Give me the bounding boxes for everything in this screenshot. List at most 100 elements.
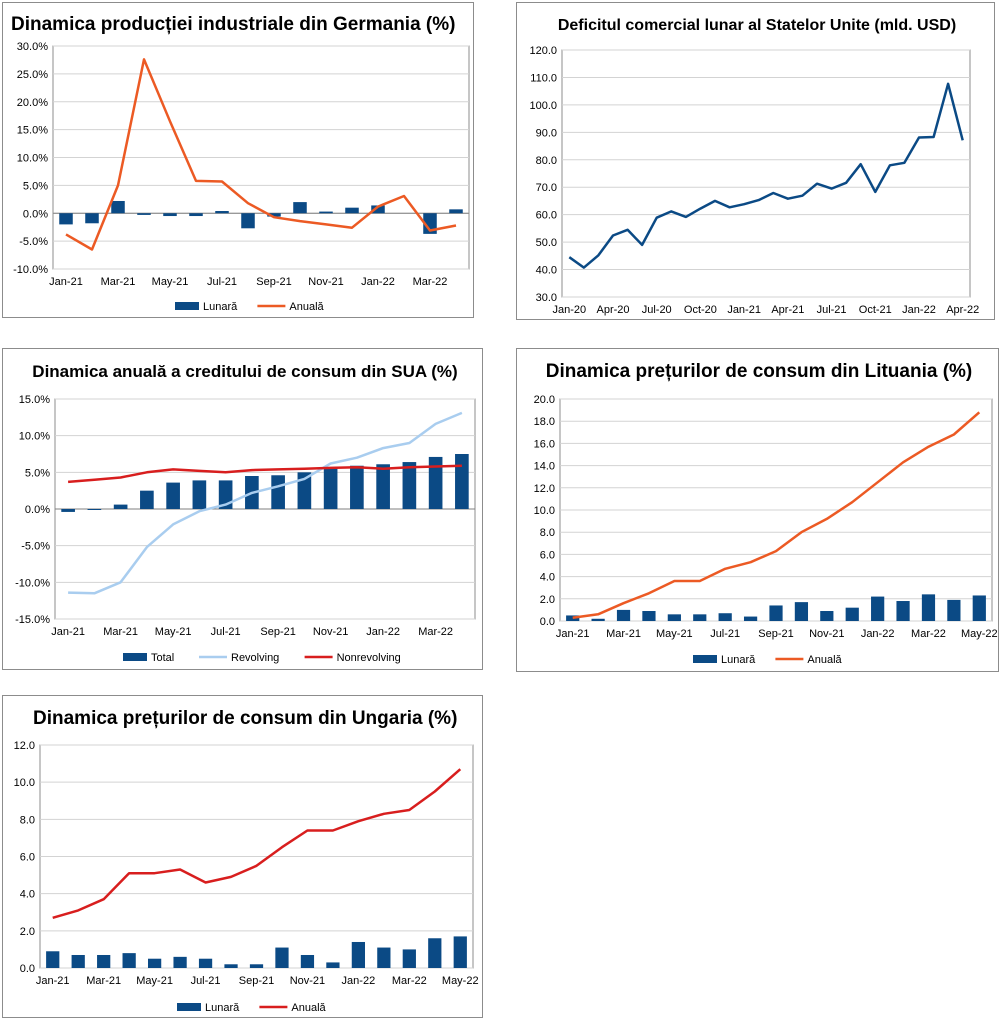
chart-germany: Dinamica producției industriale din Germ… xyxy=(11,14,470,313)
bar-lunară xyxy=(794,602,809,621)
y-tick-label: -10.0% xyxy=(13,264,48,276)
y-tick-label: 10.0% xyxy=(17,153,48,165)
bar-lunară xyxy=(46,951,60,968)
bar-lunară xyxy=(215,211,229,214)
bar-lunară xyxy=(137,213,151,215)
bar-total xyxy=(402,462,417,509)
legend-swatch-bar xyxy=(123,653,147,661)
chart-panel-lithuania: Dinamica prețurilor de consum din Lituan… xyxy=(516,348,999,672)
bar-lunară xyxy=(224,964,238,968)
line-anuală xyxy=(65,58,457,251)
y-tick-label: 0.0 xyxy=(540,616,555,628)
chart-hungary-cpi: Dinamica prețurilor de consum din Ungari… xyxy=(14,708,479,1014)
legend-label: Nonrevolving xyxy=(337,652,401,664)
y-tick-label: 40.0 xyxy=(536,265,557,277)
legend-label: Anuală xyxy=(807,654,842,666)
y-tick-label: -5.0% xyxy=(19,236,48,248)
x-tick-label: Sep-21 xyxy=(260,626,295,638)
bar-lunară xyxy=(85,213,99,224)
bar-lunară xyxy=(947,599,961,621)
x-tick-label: Jan-21 xyxy=(727,304,761,316)
x-tick-label: Mar-22 xyxy=(392,975,427,987)
line-anuală xyxy=(572,411,981,619)
bar-lunară xyxy=(97,954,111,968)
x-tick-label: Apr-21 xyxy=(771,304,804,316)
x-tick-label: Jul-21 xyxy=(207,276,237,288)
x-tick-label: Nov-21 xyxy=(313,626,348,638)
chart-usa-consumer-credit: Dinamica anuală a creditului de consum d… xyxy=(15,362,476,664)
y-tick-label: 110.0 xyxy=(530,72,557,84)
y-tick-label: 8.0 xyxy=(20,814,35,826)
x-tick-label: Jul-21 xyxy=(710,628,740,640)
x-tick-label: Jul-21 xyxy=(211,626,241,638)
x-tick-label: Jan-21 xyxy=(49,276,83,288)
bar-lunară xyxy=(845,607,859,621)
bar-total xyxy=(323,467,338,509)
bar-lunară xyxy=(71,954,85,968)
x-tick-label: Mar-21 xyxy=(103,626,138,638)
legend-swatch-bar xyxy=(175,302,199,310)
bar-lunară xyxy=(871,596,885,621)
bar-lunară xyxy=(275,947,289,968)
legend-swatch-bar xyxy=(693,655,717,663)
y-tick-label: 100.0 xyxy=(529,100,557,112)
bar-lunară xyxy=(667,614,681,621)
y-tick-label: 4.0 xyxy=(540,572,555,584)
x-tick-label: Jan-22 xyxy=(902,304,936,316)
x-tick-label: Jan-22 xyxy=(366,626,400,638)
y-tick-label: 15.0% xyxy=(19,394,50,406)
y-tick-label: 0.0% xyxy=(23,208,48,220)
x-tick-label: Mar-21 xyxy=(606,628,641,640)
bar-lunară xyxy=(351,941,366,968)
bar-lunară xyxy=(319,211,333,214)
x-tick-label: Jan-20 xyxy=(552,304,586,316)
x-tick-label: May-21 xyxy=(136,975,173,987)
x-tick-label: Mar-21 xyxy=(86,975,121,987)
bar-lunară xyxy=(428,938,442,968)
y-tick-label: 0.0% xyxy=(25,504,50,516)
x-tick-label: Mar-21 xyxy=(101,276,136,288)
line-revolving xyxy=(68,411,463,595)
y-tick-label: 15.0% xyxy=(17,125,48,137)
x-tick-label: Apr-22 xyxy=(946,304,979,316)
y-tick-label: 25.0% xyxy=(17,69,48,81)
chart-lithuania-cpi: Dinamica prețurilor de consum din Lituan… xyxy=(534,361,998,666)
bar-lunară xyxy=(300,954,315,968)
chart-panel-germany: Dinamica producției industriale din Germ… xyxy=(2,2,474,318)
x-tick-label: Jan-21 xyxy=(556,628,590,640)
y-tick-label: 30.0 xyxy=(536,292,557,304)
bar-lunară xyxy=(896,601,910,621)
legend-label: Anuală xyxy=(289,301,324,313)
legend-label: Total xyxy=(151,652,174,664)
y-tick-label: 90.0 xyxy=(536,127,557,139)
bar-lunară xyxy=(693,614,707,621)
chart-panel-usa-credit: Dinamica anuală a creditului de consum d… xyxy=(2,348,483,670)
bar-lunară xyxy=(371,205,385,214)
y-tick-label: 70.0 xyxy=(536,182,557,194)
bar-lunară xyxy=(198,958,213,968)
bar-total xyxy=(140,490,154,509)
bar-total xyxy=(350,465,364,509)
y-tick-label: 14.0 xyxy=(534,461,555,473)
chart-title: Dinamica producției industriale din Germ… xyxy=(11,14,455,35)
chart-panel-usa-trade: Deficitul comercial lunar al Statelor Un… xyxy=(516,2,995,320)
legend-label: Lunară xyxy=(205,1002,240,1014)
y-tick-label: 6.0 xyxy=(540,549,555,561)
bar-lunară xyxy=(122,953,136,968)
bar-total xyxy=(297,472,312,509)
bar-lunară xyxy=(616,609,631,621)
y-tick-label: 4.0 xyxy=(20,889,35,901)
chart-title: Dinamica anuală a creditului de consum d… xyxy=(32,362,457,381)
y-tick-label: 12.0 xyxy=(534,483,555,495)
x-tick-label: Nov-21 xyxy=(308,276,343,288)
bar-total xyxy=(271,475,285,509)
bar-lunară xyxy=(642,611,656,621)
bar-lunară xyxy=(293,202,307,214)
legend-label: Anuală xyxy=(291,1002,326,1014)
x-tick-label: May-21 xyxy=(155,626,192,638)
y-tick-label: -10.0% xyxy=(15,577,50,589)
x-tick-label: Mar-22 xyxy=(413,276,448,288)
y-tick-label: 60.0 xyxy=(536,210,557,222)
y-tick-label: 5.0% xyxy=(23,180,48,192)
y-tick-label: 10.0 xyxy=(14,777,35,789)
